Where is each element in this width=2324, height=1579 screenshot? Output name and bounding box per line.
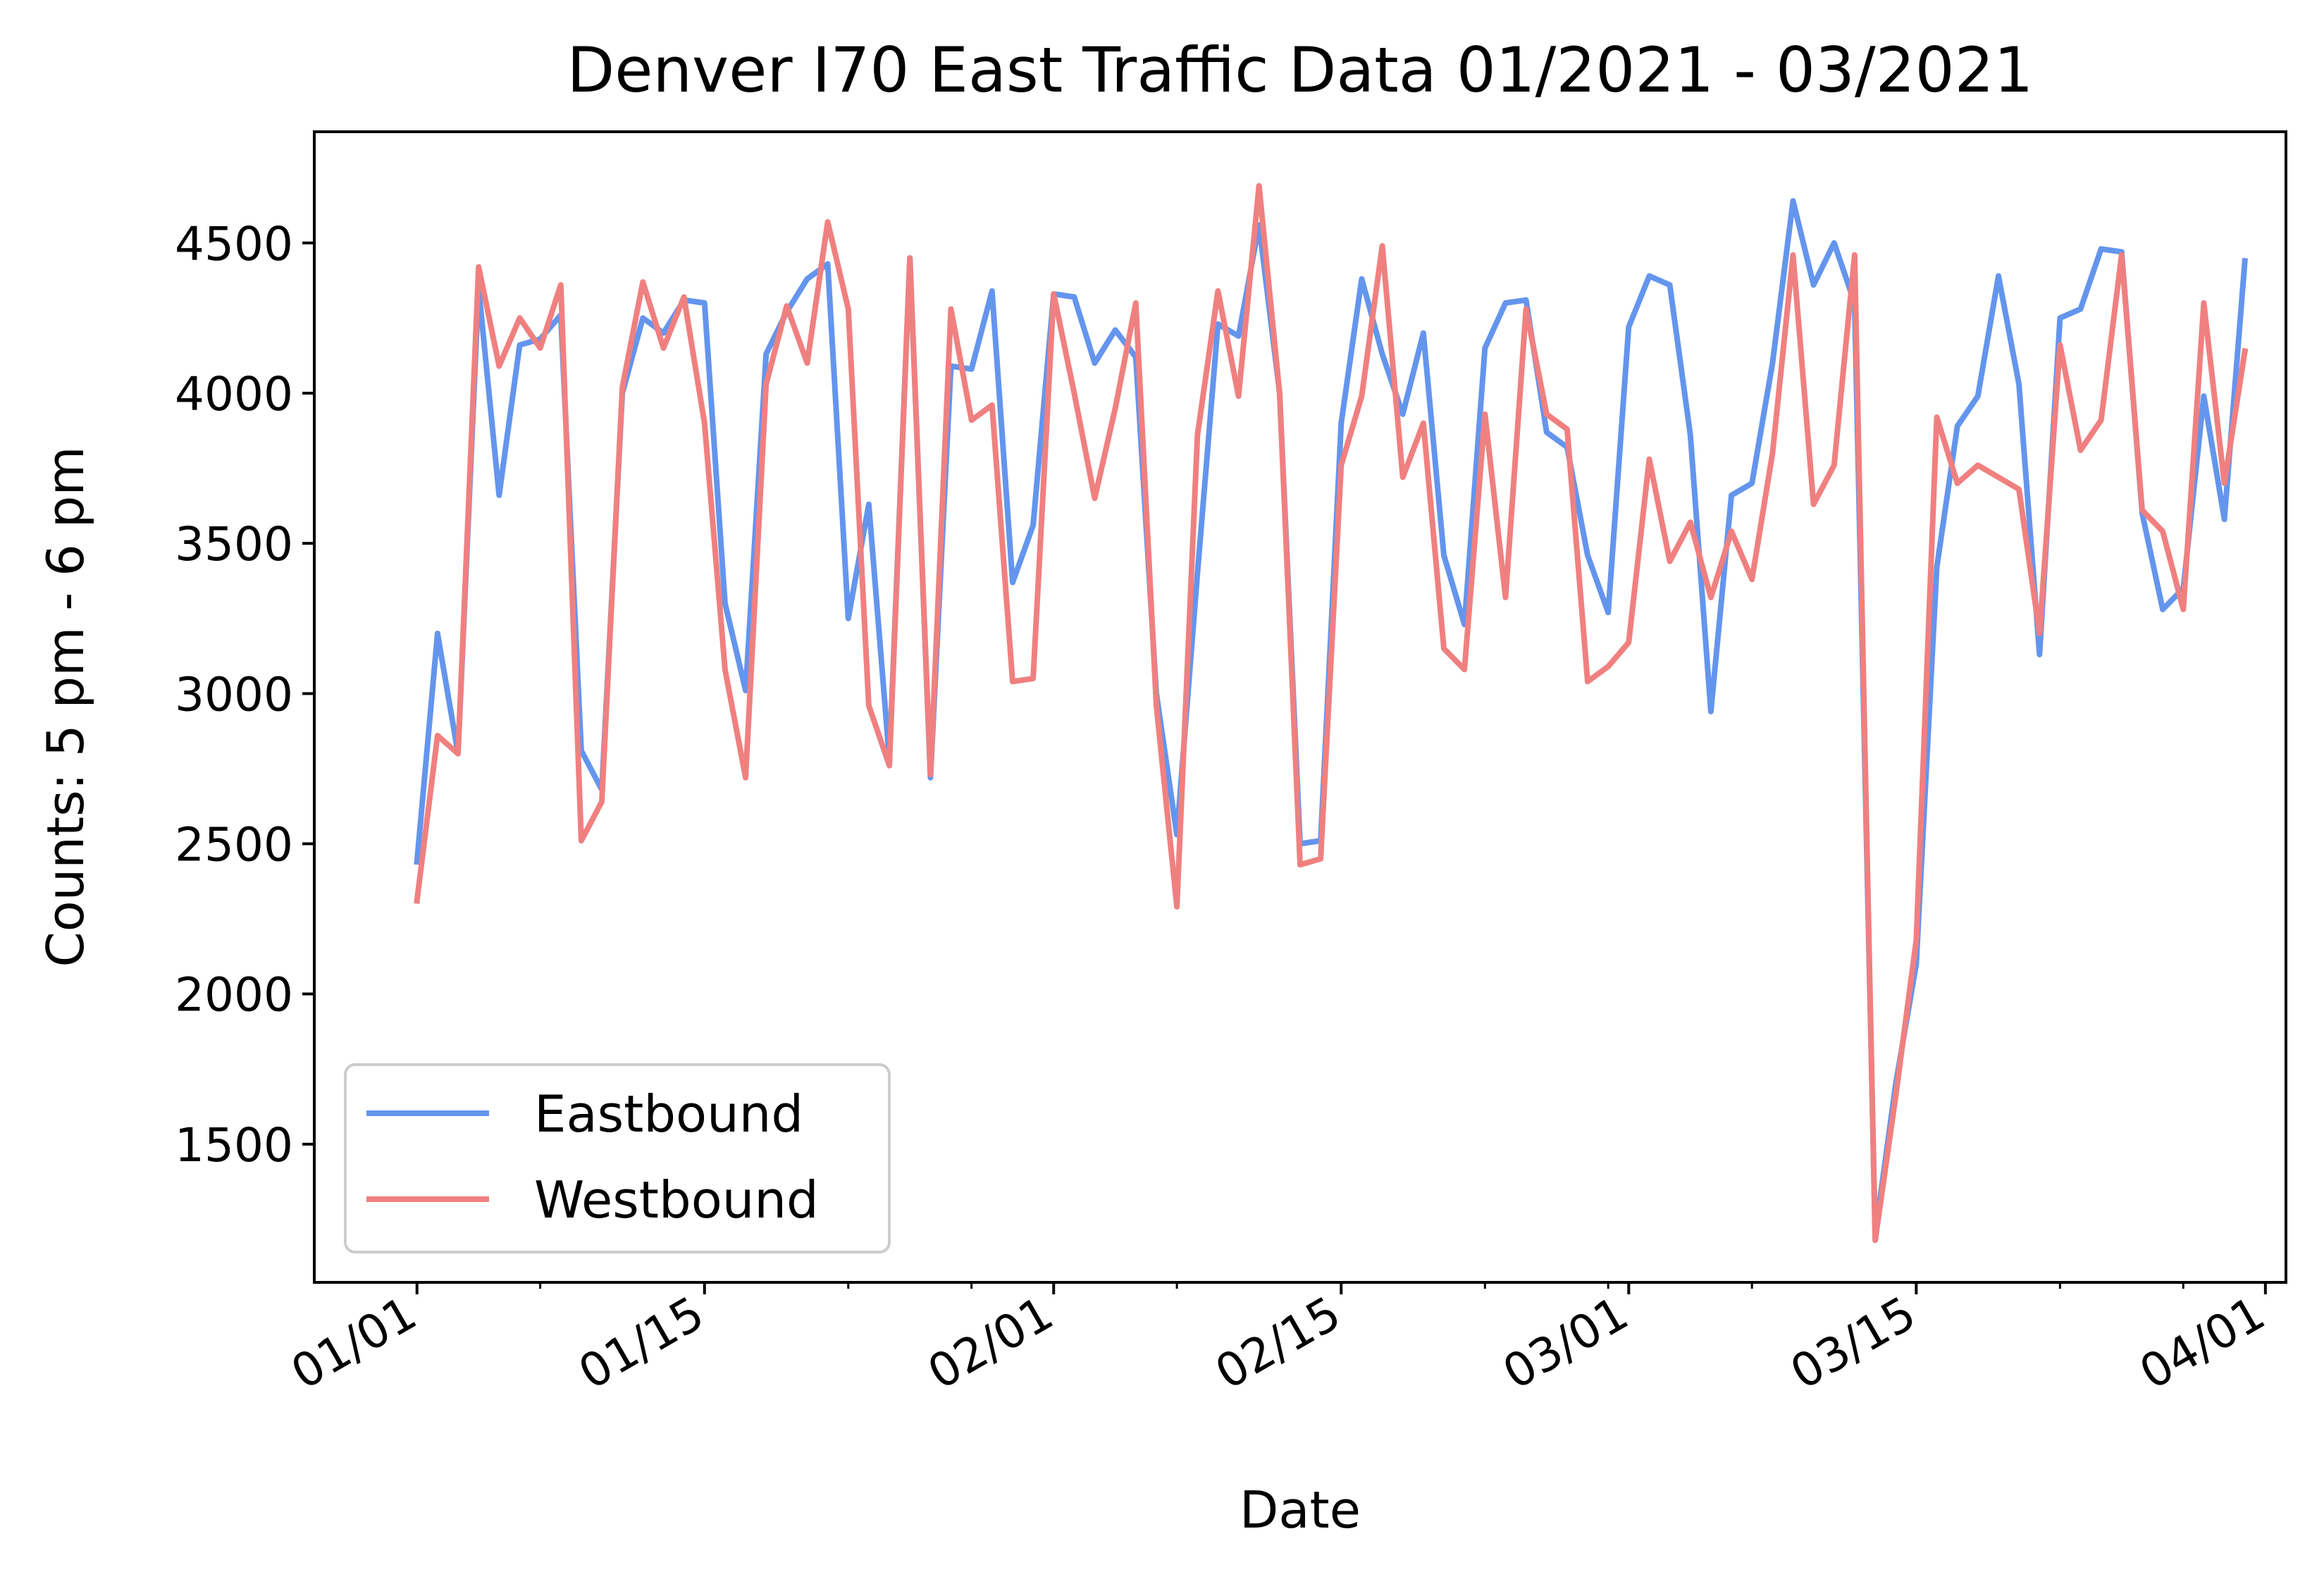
series-layer: [414, 182, 2249, 1244]
y-tick-label: 4500: [175, 217, 293, 271]
y-tick-label: 3500: [175, 517, 293, 571]
y-tick-label: 1500: [175, 1118, 293, 1172]
y-axis-label: Counts: 5 pm - 6 pm: [36, 446, 95, 967]
legend-label-eastbound: Eastbound: [534, 1084, 803, 1144]
legend-label-westbound: Westbound: [534, 1170, 819, 1230]
y-tick-label: 4000: [175, 367, 293, 421]
series-line-westbound: [414, 182, 2249, 1244]
y-axis: 1500 2000 2500 3000 3500 4000 4500: [175, 217, 314, 1172]
y-tick-label: 3000: [175, 667, 293, 722]
y-tick-label: 2000: [175, 968, 293, 1022]
x-axis-label: Date: [1240, 1480, 1361, 1540]
legend: Eastbound Westbound: [344, 1063, 891, 1253]
y-tick-label: 2500: [175, 817, 293, 872]
chart-title: Denver I70 East Traffic Data 01/2021 - 0…: [567, 34, 2033, 106]
plot-frame: [313, 130, 2287, 1284]
